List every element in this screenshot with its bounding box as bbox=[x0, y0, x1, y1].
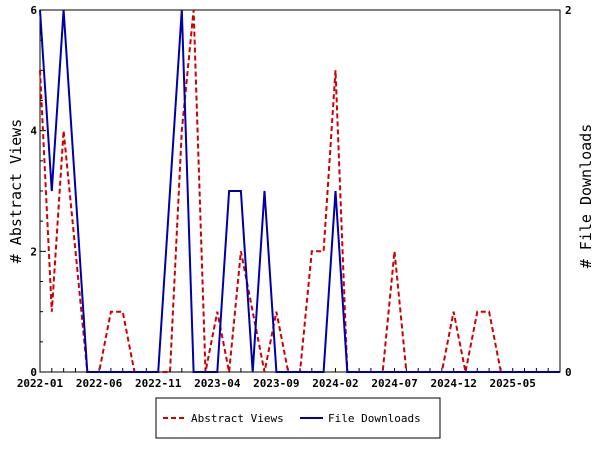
y-right-tick-label: 0 bbox=[565, 366, 572, 379]
x-tick-label: 2024-07 bbox=[371, 377, 417, 390]
x-tick-label: 2022-11 bbox=[135, 377, 182, 390]
plot-area bbox=[39, 9, 561, 373]
x-tick-label: 2024-12 bbox=[430, 377, 476, 390]
y-axis-right-title: # File Downloads bbox=[577, 124, 595, 269]
y-axis-left-title: # Abstract Views bbox=[7, 119, 25, 264]
y-right-tick-label: 2 bbox=[565, 4, 572, 17]
legend-box bbox=[155, 397, 441, 439]
x-tick-label: 2023-04 bbox=[194, 377, 241, 390]
y-left-tick-label: 6 bbox=[30, 4, 37, 17]
x-tick-label: 2023-09 bbox=[253, 377, 299, 390]
x-tick-label: 2022-06 bbox=[76, 377, 123, 390]
x-tick-label: 2025-05 bbox=[490, 377, 536, 390]
legend: Abstract Views File Downloads bbox=[155, 397, 441, 439]
x-tick-label: 2022-01 bbox=[17, 377, 64, 390]
y-left-tick-label: 0 bbox=[30, 366, 37, 379]
x-tick-label: 2024-02 bbox=[312, 377, 358, 390]
y-left-tick-label: 4 bbox=[30, 125, 37, 138]
series-group bbox=[39, 9, 560, 373]
tick-labels: 2022-01 2022-06 2022-11 2023-04 2023-09 2024-… bbox=[17, 4, 572, 390]
y-left-tick-label: 2 bbox=[30, 245, 37, 258]
legend-label-abstract-views: Abstract Views bbox=[191, 412, 284, 425]
legend-label-file-downloads: File Downloads bbox=[328, 412, 421, 425]
series-line-file-downloads bbox=[39, 9, 560, 373]
